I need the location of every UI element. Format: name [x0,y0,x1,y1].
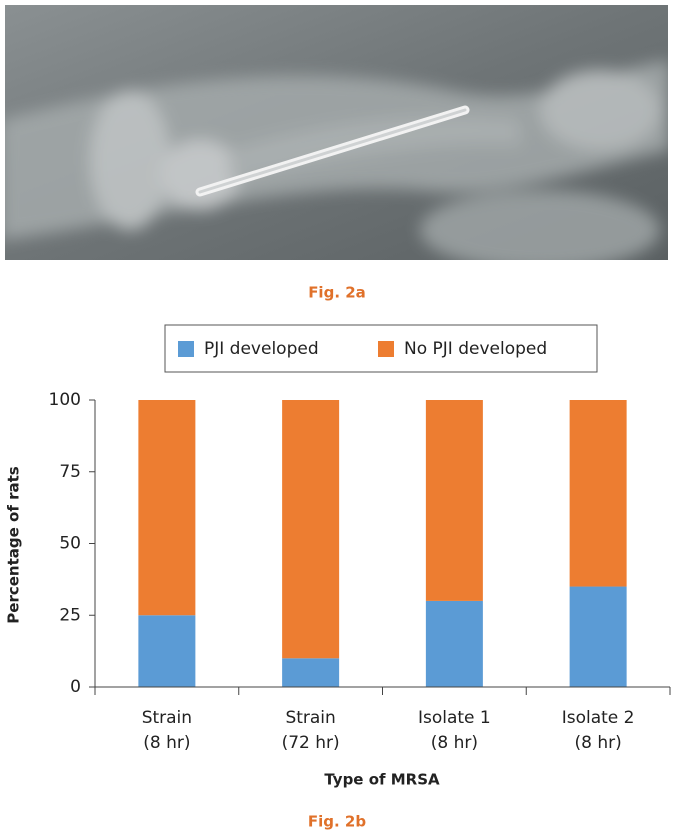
y-tick-label: 0 [70,677,81,697]
y-tick-label: 100 [49,390,81,410]
bar-segment [425,400,483,601]
bar-segment [282,400,340,659]
bar-segment [138,615,196,687]
y-tick-label: 75 [59,462,81,482]
y-tick-label: 25 [59,605,81,625]
figure-caption: Fig. 2a [308,284,366,302]
x-tick-label: Isolate 1 [418,708,491,728]
y-tick-label: 50 [59,534,81,554]
bar-segment [569,400,627,587]
x-tick-label: Isolate 2 [562,708,635,728]
legend-swatch [378,341,394,357]
x-tick-label: Strain [142,708,192,728]
x-tick-label: Strain [285,708,335,728]
figure-caption: Fig. 2b [308,813,366,831]
x-tick-label: (72 hr) [282,733,340,753]
bar-segment [569,586,627,687]
bar-segment [282,658,340,687]
legend-swatch [178,341,194,357]
y-axis-label: Percentage of rats [5,466,23,623]
bar-segment [138,400,196,616]
bar-segment [425,600,483,687]
x-tick-label: (8 hr) [143,733,190,753]
xray-image [5,5,668,260]
x-tick-label: (8 hr) [431,733,478,753]
legend-label: PJI developed [204,339,319,359]
x-axis-label: Type of MRSA [324,771,440,789]
x-tick-label: (8 hr) [575,733,622,753]
legend-label: No PJI developed [404,339,547,359]
